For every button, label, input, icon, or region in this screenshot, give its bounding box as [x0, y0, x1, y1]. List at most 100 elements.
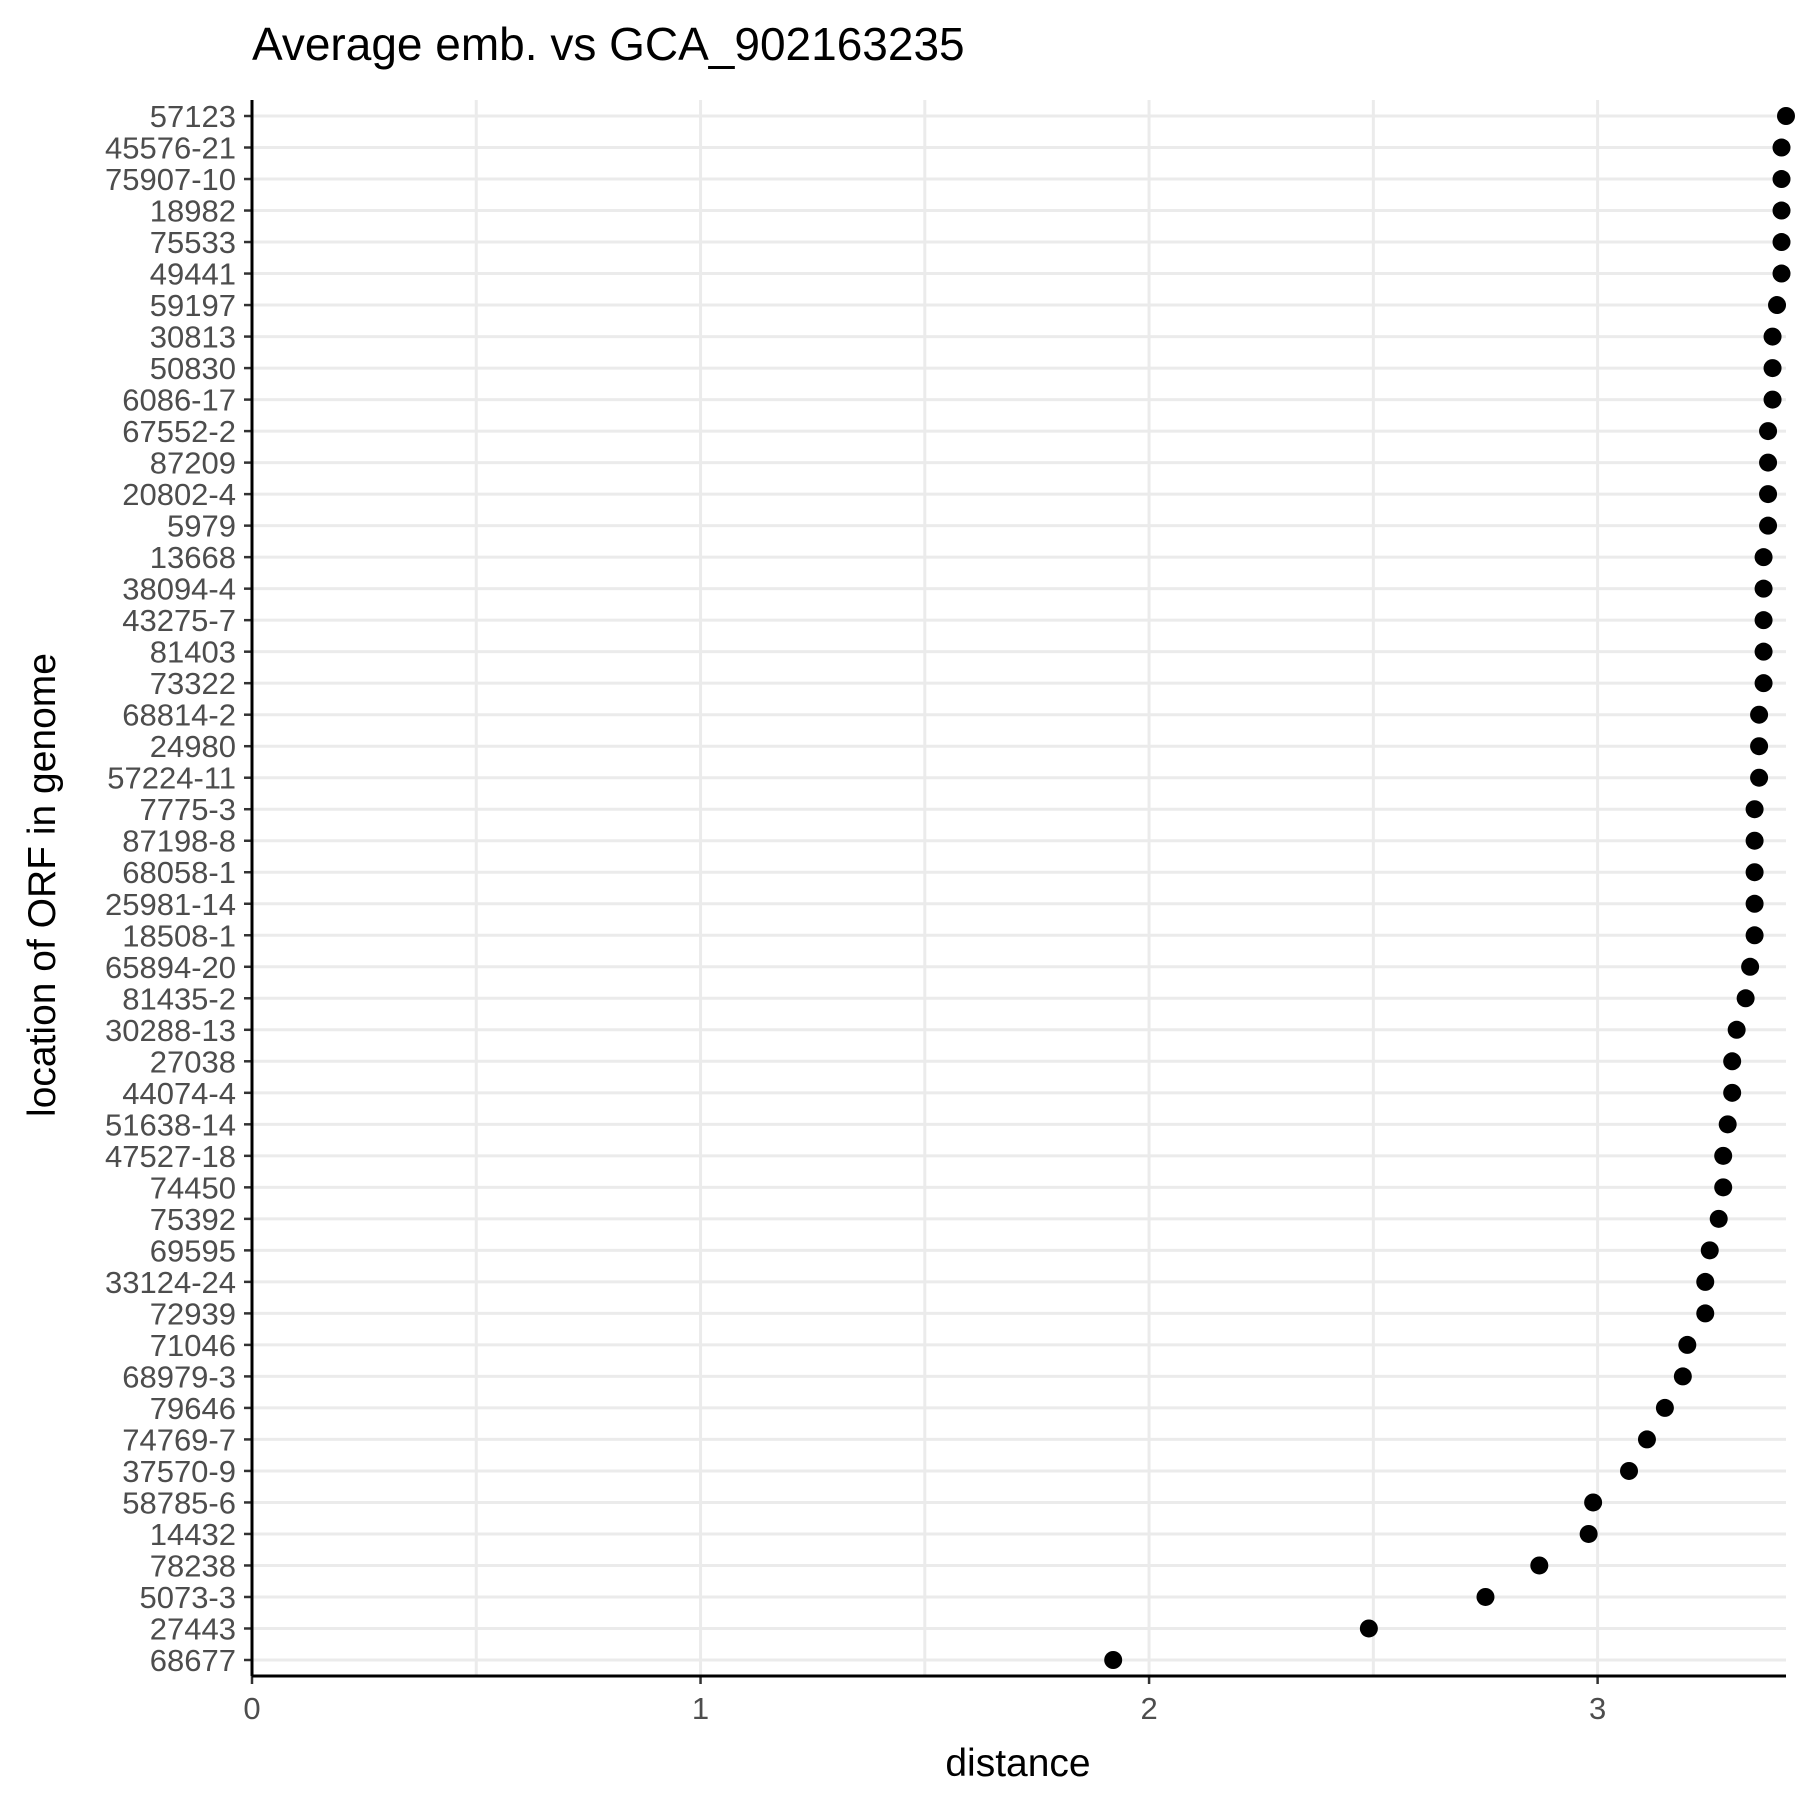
y-tick-label: 27038 [150, 1044, 236, 1079]
y-tick-label: 75907-10 [105, 162, 236, 197]
y-tick-label: 43275-7 [122, 603, 236, 638]
data-point [1750, 737, 1769, 756]
data-point [1777, 107, 1795, 125]
data-point [1745, 926, 1764, 945]
axes [250, 100, 1786, 1678]
data-point [1772, 201, 1791, 220]
data-point [1772, 138, 1791, 157]
y-tick-label: 13668 [150, 540, 236, 575]
y-tick-label: 18508-1 [122, 918, 236, 953]
data-point [1750, 705, 1769, 724]
y-tick-label: 79646 [150, 1391, 236, 1426]
data-point [1741, 957, 1760, 976]
data-point [1359, 1619, 1378, 1638]
x-axis-tick-labels: 0 1 2 3 [243, 1676, 1606, 1726]
data-point [1727, 1020, 1746, 1039]
y-tick-label: 6086-17 [122, 383, 236, 418]
y-axis-tick-labels: 5712345576-2175907-101898275533494415919… [105, 99, 252, 1678]
y-tick-label: 49441 [150, 257, 236, 292]
data-point [1530, 1556, 1549, 1575]
y-tick-label: 68979-3 [122, 1359, 236, 1394]
data-point [1584, 1493, 1603, 1512]
data-point [1772, 264, 1791, 283]
y-tick-label: 57224-11 [107, 761, 236, 796]
data-point [1763, 359, 1782, 378]
x-tick-label: 2 [1140, 1691, 1157, 1726]
y-tick-label: 75533 [150, 225, 236, 260]
data-point [1723, 1052, 1742, 1071]
data-point [1768, 296, 1787, 315]
y-tick-label: 18982 [150, 194, 236, 229]
y-tick-label: 81435-2 [122, 981, 236, 1016]
data-point [1759, 453, 1778, 472]
y-tick-label: 33124-24 [105, 1265, 236, 1300]
y-tick-label: 5979 [167, 509, 236, 544]
y-tick-label: 30288-13 [105, 1013, 236, 1048]
data-point [1772, 233, 1791, 252]
data-point [1745, 831, 1764, 850]
y-tick-label: 57123 [150, 99, 236, 134]
y-tick-label: 68677 [150, 1643, 236, 1678]
y-tick-label: 75392 [150, 1202, 236, 1237]
chart-title: Average emb. vs GCA_902163235 [252, 18, 965, 70]
y-tick-label: 58785-6 [122, 1485, 236, 1520]
x-tick-label: 1 [692, 1691, 709, 1726]
data-point [1745, 863, 1764, 882]
data-point [1754, 642, 1773, 661]
y-tick-label: 20802-4 [122, 477, 236, 512]
y-tick-label: 73322 [150, 666, 236, 701]
data-point [1714, 1178, 1733, 1197]
x-tick-label: 3 [1589, 1691, 1606, 1726]
y-tick-label: 50830 [150, 351, 236, 386]
y-tick-label: 7775-3 [139, 792, 236, 827]
data-point [1709, 1209, 1728, 1228]
data-point [1620, 1461, 1639, 1480]
y-tick-label: 68058-1 [122, 855, 236, 890]
y-tick-label: 59197 [150, 288, 236, 323]
data-point [1723, 1083, 1742, 1102]
y-tick-label: 25981-14 [105, 887, 236, 922]
data-point [1579, 1524, 1598, 1543]
y-tick-label: 72939 [150, 1296, 236, 1331]
y-tick-label: 27443 [150, 1611, 236, 1646]
y-tick-label: 45576-21 [105, 131, 236, 166]
data-point [1476, 1587, 1495, 1606]
y-tick-label: 65894-20 [105, 950, 236, 985]
data-point [1714, 1146, 1733, 1165]
data-point [1696, 1304, 1715, 1323]
y-tick-label: 87209 [150, 446, 236, 481]
y-tick-label: 71046 [150, 1328, 236, 1363]
data-point [1718, 1115, 1737, 1134]
y-tick-label: 87198-8 [122, 824, 236, 859]
y-tick-label: 51638-14 [105, 1107, 236, 1142]
grid-lines [250, 100, 1786, 1676]
y-tick-label: 5073-3 [139, 1580, 236, 1615]
data-point [1763, 327, 1782, 346]
data-point [1772, 170, 1791, 189]
data-point [1745, 894, 1764, 913]
y-tick-label: 69595 [150, 1233, 236, 1268]
data-point [1104, 1651, 1123, 1669]
y-tick-label: 38094-4 [122, 572, 236, 607]
data-point [1759, 516, 1778, 535]
y-tick-label: 74769-7 [122, 1422, 236, 1457]
y-axis-title: location of ORF in genome [21, 653, 64, 1117]
y-tick-label: 81403 [150, 635, 236, 670]
data-point [1678, 1335, 1697, 1354]
data-point [1696, 1272, 1715, 1291]
y-tick-label: 14432 [150, 1517, 236, 1552]
x-tick-label: 0 [243, 1691, 260, 1726]
data-point [1754, 674, 1773, 693]
data-point [1754, 611, 1773, 630]
data-point [1745, 800, 1764, 819]
data-point [1700, 1241, 1719, 1260]
data-point [1655, 1398, 1674, 1417]
y-tick-label: 67552-2 [122, 414, 236, 449]
data-point [1754, 548, 1773, 567]
y-tick-label: 24980 [150, 729, 236, 764]
data-point [1750, 768, 1769, 787]
data-point [1736, 989, 1755, 1008]
y-tick-label: 68814-2 [122, 698, 236, 733]
y-tick-label: 74450 [150, 1170, 236, 1205]
data-points [1104, 107, 1795, 1669]
